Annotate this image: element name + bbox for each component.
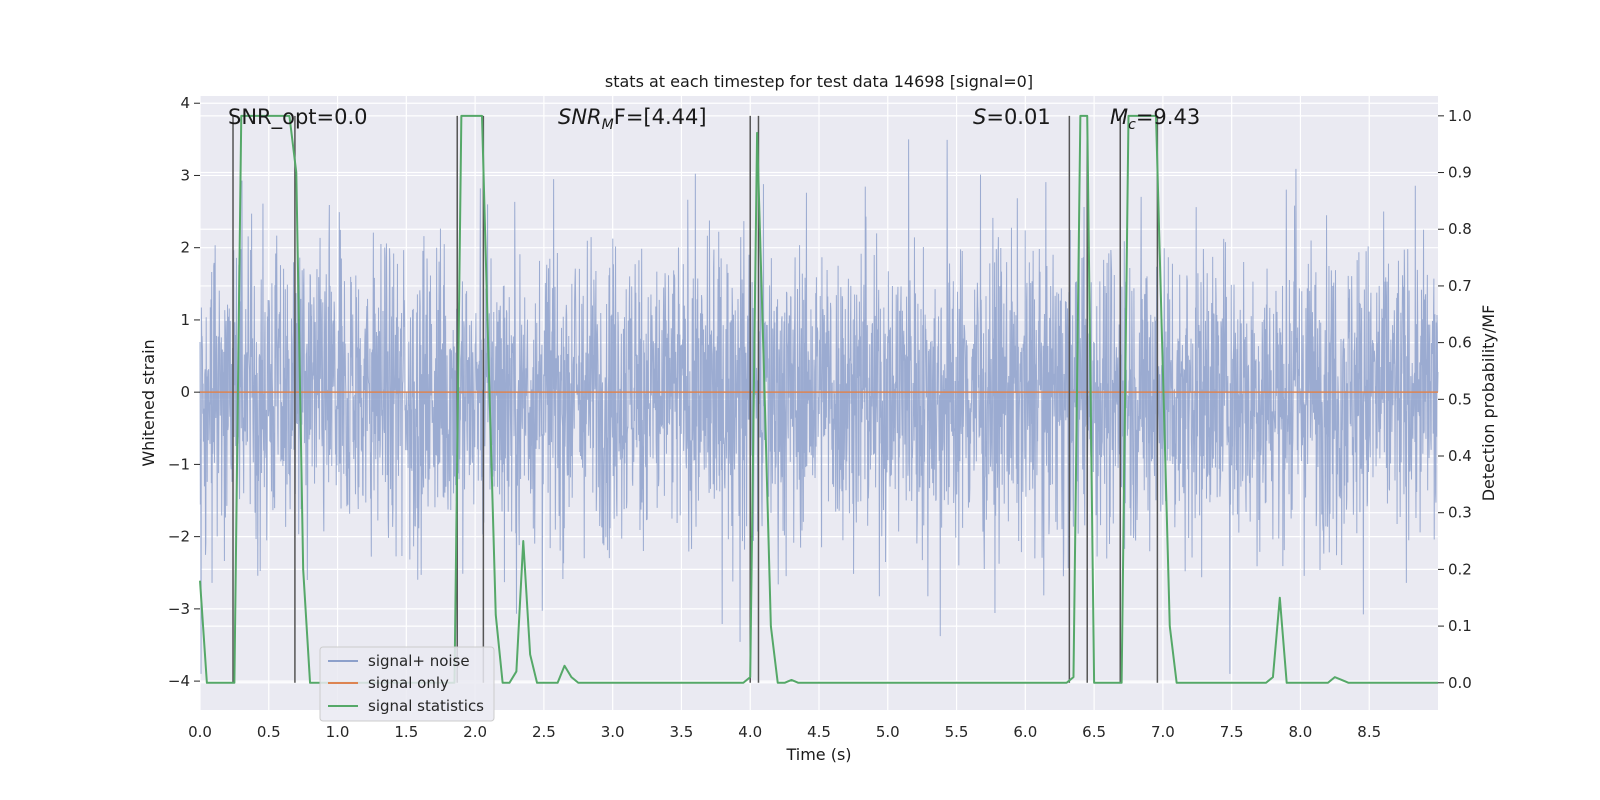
y2-tick-label-6: 0.6 bbox=[1448, 334, 1472, 352]
legend-label-statistics: signal statistics bbox=[368, 697, 484, 715]
x-tick-label-14: 7.0 bbox=[1151, 723, 1175, 741]
mc-subscript: c bbox=[1128, 117, 1136, 133]
y2-axis-label: Detection probability/MF bbox=[1479, 305, 1498, 502]
y-tick-label-6: 2 bbox=[180, 239, 190, 257]
chart-title: stats at each timestep for test data 146… bbox=[605, 72, 1033, 91]
x-tick-label-6: 3.0 bbox=[601, 723, 625, 741]
legend-label-signal-only: signal only bbox=[368, 674, 449, 692]
x-tick-label-15: 7.5 bbox=[1220, 723, 1244, 741]
x-axis-label: Time (s) bbox=[785, 745, 851, 764]
x-tick-label-13: 6.5 bbox=[1082, 723, 1106, 741]
y-tick-label-4: 0 bbox=[180, 383, 190, 401]
y2-tick-label-0: 0.0 bbox=[1448, 674, 1472, 692]
x-tick-label-5: 2.5 bbox=[532, 723, 556, 741]
mc-value: =9.43 bbox=[1136, 105, 1200, 129]
x-tick-label-12: 6.0 bbox=[1013, 723, 1037, 741]
y2-tick-label-8: 0.8 bbox=[1448, 220, 1472, 238]
y2-tick-label-7: 0.7 bbox=[1448, 277, 1472, 295]
y2-tick-label-4: 0.4 bbox=[1448, 447, 1472, 465]
x-tick-label-4: 2.0 bbox=[463, 723, 487, 741]
s-symbol: S bbox=[973, 105, 986, 129]
y-tick-label-0: −4 bbox=[168, 672, 190, 690]
y2-tick-label-2: 0.2 bbox=[1448, 560, 1472, 578]
noise-line bbox=[199, 139, 1439, 674]
y2-tick-label-10: 1.0 bbox=[1448, 107, 1472, 125]
snr-mf-symbol: SNR bbox=[558, 105, 602, 129]
x-tick-label-3: 1.5 bbox=[394, 723, 418, 741]
y2-tick-label-3: 0.3 bbox=[1448, 504, 1472, 522]
y-tick-label-3: −1 bbox=[168, 455, 190, 473]
legend: signal+ noise signal only signal statist… bbox=[319, 646, 495, 722]
y2-tick-label-9: 0.9 bbox=[1448, 164, 1472, 182]
vertical-lines bbox=[232, 115, 1159, 683]
annotation-mc: Mc=9.43 bbox=[1110, 105, 1200, 133]
y-tick-label-8: 4 bbox=[180, 94, 190, 112]
annotation-snr-mf: SNRMF=[4.44] bbox=[558, 105, 707, 133]
y-tick-label-2: −2 bbox=[168, 528, 190, 546]
y2-ticks: 0.0 0.1 0.2 0.3 0.4 0.5 0.6 0.7 0.8 0.9 1.0 bbox=[1438, 107, 1472, 692]
y-tick-label-7: 3 bbox=[180, 166, 190, 184]
snr-mf-value: F=[4.44] bbox=[614, 105, 707, 129]
x-tick-label-10: 5.0 bbox=[876, 723, 900, 741]
x-tick-label-0: 0.0 bbox=[188, 723, 212, 741]
y2-tick-label-5: 0.5 bbox=[1448, 390, 1472, 408]
y-tick-label-1: −3 bbox=[168, 600, 190, 618]
mc-symbol: M bbox=[1110, 105, 1128, 129]
s-value: =0.01 bbox=[986, 105, 1050, 129]
y2-tick-label-1: 0.1 bbox=[1448, 617, 1472, 635]
legend-box bbox=[319, 646, 495, 722]
y-axis-label: Whitened strain bbox=[139, 339, 158, 466]
x-tick-label-16: 8.0 bbox=[1289, 723, 1313, 741]
x-tick-label-2: 1.0 bbox=[326, 723, 350, 741]
x-tick-label-7: 3.5 bbox=[670, 723, 694, 741]
x-tick-label-8: 4.0 bbox=[738, 723, 762, 741]
y-tick-label-5: 1 bbox=[180, 311, 190, 329]
x-tick-label-1: 0.5 bbox=[257, 723, 281, 741]
x-tick-label-11: 5.5 bbox=[945, 723, 969, 741]
annotation-s: S=0.01 bbox=[973, 105, 1051, 129]
noise-series bbox=[199, 139, 1439, 674]
y-ticks: −4 −3 −2 −1 0 1 2 3 4 bbox=[168, 94, 200, 690]
x-tick-label-9: 4.5 bbox=[807, 723, 831, 741]
legend-label-noise: signal+ noise bbox=[368, 652, 470, 670]
x-tick-label-17: 8.5 bbox=[1357, 723, 1381, 741]
x-ticks: 0.0 0.5 1.0 1.5 2.0 2.5 3.0 3.5 4.0 4.5 5.0 5.5 6.0 6… bbox=[188, 723, 1381, 741]
snr-mf-subscript: M bbox=[602, 117, 614, 133]
annotation-snr-opt: SNR_opt=0.0 bbox=[228, 105, 368, 130]
